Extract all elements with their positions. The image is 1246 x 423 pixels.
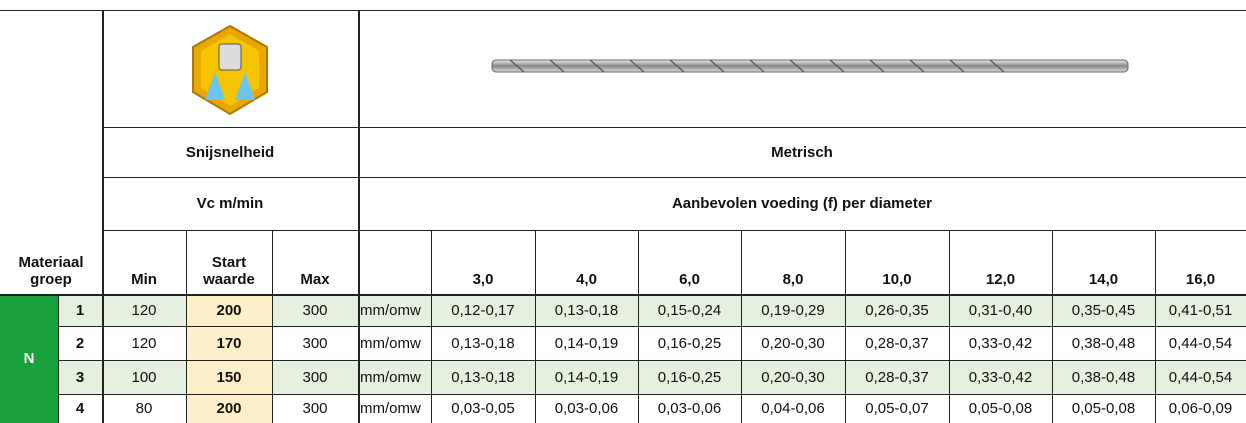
feed-value: 0,04-0,06 <box>741 394 845 423</box>
start-speed: 200 <box>186 394 272 423</box>
column-header: Start waarde <box>203 254 255 288</box>
rule <box>431 230 432 423</box>
rule <box>58 360 1246 361</box>
column-header: 8,0 <box>782 271 804 288</box>
column-header: 12,0 <box>985 271 1016 288</box>
feed-value: 0,06-0,09 <box>1155 394 1246 423</box>
column-header: 3,0 <box>472 271 494 288</box>
feed-value: 0,05-0,07 <box>845 394 949 423</box>
rule <box>1155 230 1156 423</box>
min-speed: 120 <box>102 326 186 360</box>
start-speed: 170 <box>186 326 272 360</box>
feed-value: 0,14-0,19 <box>535 360 638 394</box>
feed-value: 0,12-0,17 <box>431 294 535 326</box>
row-number: 1 <box>58 294 102 326</box>
unit: mm/omw <box>358 394 431 423</box>
feed-value: 0,16-0,25 <box>638 326 741 360</box>
rule <box>58 394 1246 395</box>
feed-value: 0,03-0,06 <box>535 394 638 423</box>
feed-value: 0,16-0,25 <box>638 360 741 394</box>
min-speed: 100 <box>102 360 186 394</box>
max-speed: 300 <box>272 360 358 394</box>
material-group: N <box>0 294 58 423</box>
rule <box>272 230 273 423</box>
column-header: Min <box>131 271 157 288</box>
feed-value: 0,44-0,54 <box>1155 326 1246 360</box>
column-header: 6,0 <box>679 271 700 288</box>
max-speed: 300 <box>272 326 358 360</box>
max-speed: 300 <box>272 394 358 423</box>
start-speed: 200 <box>186 294 272 326</box>
feed-value: 0,20-0,30 <box>741 360 845 394</box>
drill-image <box>491 59 1129 73</box>
feed-value: 0,33-0,42 <box>949 360 1052 394</box>
feed-value: 0,19-0,29 <box>741 294 845 326</box>
coolant-icon <box>192 24 268 116</box>
rule <box>0 10 1246 11</box>
feed-value: 0,38-0,48 <box>1052 326 1155 360</box>
rule <box>638 230 639 423</box>
row-number: 3 <box>58 360 102 394</box>
feed-value: 0,41-0,51 <box>1155 294 1246 326</box>
feed-value: 0,14-0,19 <box>535 326 638 360</box>
rule <box>102 230 1246 231</box>
rule <box>102 10 104 423</box>
header-cell: Metrisch <box>771 143 833 161</box>
rule <box>845 230 846 423</box>
feed-value: 0,31-0,40 <box>949 294 1052 326</box>
feed-value: 0,28-0,37 <box>845 326 949 360</box>
feed-value: 0,26-0,35 <box>845 294 949 326</box>
feed-value: 0,13-0,18 <box>535 294 638 326</box>
column-header: Max <box>300 271 330 288</box>
rule <box>0 294 1246 296</box>
feed-value: 0,35-0,45 <box>1052 294 1155 326</box>
rule <box>102 127 1246 128</box>
rule <box>186 230 187 423</box>
column-header: 14,0 <box>1088 271 1119 288</box>
feed-value: 0,28-0,37 <box>845 360 949 394</box>
header-cell: Vc m/min <box>196 195 264 212</box>
max-speed: 300 <box>272 294 358 326</box>
feed-value: 0,33-0,42 <box>949 326 1052 360</box>
feed-value: 0,13-0,18 <box>431 360 535 394</box>
row-number: 2 <box>58 326 102 360</box>
unit: mm/omw <box>358 326 431 360</box>
feed-value: 0,03-0,05 <box>431 394 535 423</box>
feed-value: 0,44-0,54 <box>1155 360 1246 394</box>
feed-value: 0,38-0,48 <box>1052 360 1155 394</box>
min-speed: 80 <box>102 394 186 423</box>
feed-value: 0,13-0,18 <box>431 326 535 360</box>
column-header: 16,0 <box>1185 271 1216 288</box>
column-header: 10,0 <box>882 271 912 288</box>
rule <box>358 10 360 423</box>
rule <box>58 326 1246 327</box>
rule <box>1052 230 1053 423</box>
feed-value: 0,15-0,24 <box>638 294 741 326</box>
rule <box>58 294 59 423</box>
min-speed: 120 <box>102 294 186 326</box>
column-header: 4,0 <box>576 271 597 288</box>
rule <box>949 230 950 423</box>
feed-value: 0,05-0,08 <box>949 394 1052 423</box>
column-header: Materiaal groep <box>18 254 84 288</box>
header-cell: Snijsnelheid <box>185 143 275 161</box>
rule <box>102 177 1246 178</box>
rule <box>741 230 742 423</box>
start-speed: 150 <box>186 360 272 394</box>
feed-value: 0,05-0,08 <box>1052 394 1155 423</box>
header-cell: Aanbevolen voeding (f) per diameter <box>671 195 933 212</box>
rule <box>535 230 536 423</box>
feed-value: 0,03-0,06 <box>638 394 741 423</box>
unit: mm/omw <box>358 360 431 394</box>
unit: mm/omw <box>358 294 431 326</box>
row-number: 4 <box>58 394 102 423</box>
feed-value: 0,20-0,30 <box>741 326 845 360</box>
